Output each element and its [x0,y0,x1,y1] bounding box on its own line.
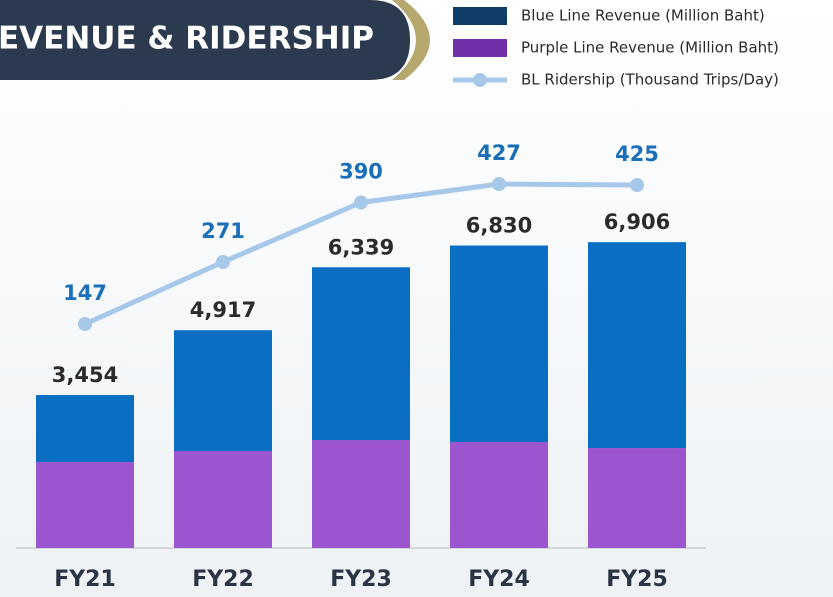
ridership-point [216,255,230,269]
legend-label: BL Ridership (Thousand Trips/Day) [521,71,779,89]
ridership-label: 271 [201,219,245,243]
total-label: 6,906 [604,210,670,234]
x-tick-label: FY22 [192,567,254,592]
ridership-point [492,177,506,191]
bar-segment [36,462,134,548]
bar-segment [450,245,548,443]
x-tick-label: FY21 [54,567,116,592]
x-tick-label: FY24 [468,567,530,592]
ridership-label: 425 [615,142,659,166]
bar-segment [36,395,134,463]
total-label: 6,339 [328,235,394,259]
ridership-label: 427 [477,141,521,165]
title-banner [0,0,410,80]
legend-swatch [453,7,507,25]
bar-segment [312,267,410,441]
bar-segment [588,448,686,548]
bar-segment [450,442,548,548]
total-label: 6,830 [466,214,532,238]
chart-title: EVENUE & RIDERSHIP [0,21,374,57]
bar-segment [588,242,686,449]
ridership-point [78,317,92,331]
legend-label: Blue Line Revenue (Million Baht) [521,7,765,25]
x-tick-label: FY23 [330,567,392,592]
bar-segment [174,330,272,452]
bar-segment [174,451,272,548]
total-label: 3,454 [52,363,118,387]
ridership-point [630,178,644,192]
x-tick-label: FY25 [606,567,668,592]
total-label: 4,917 [190,298,256,322]
bar-segment [312,440,410,548]
ridership-label: 147 [63,281,107,305]
banner-arc [392,0,430,80]
legend-swatch [453,39,507,57]
legend-marker [473,73,487,87]
legend-label: Purple Line Revenue (Million Baht) [521,39,779,57]
ridership-point [354,195,368,210]
ridership-label: 390 [339,160,383,184]
